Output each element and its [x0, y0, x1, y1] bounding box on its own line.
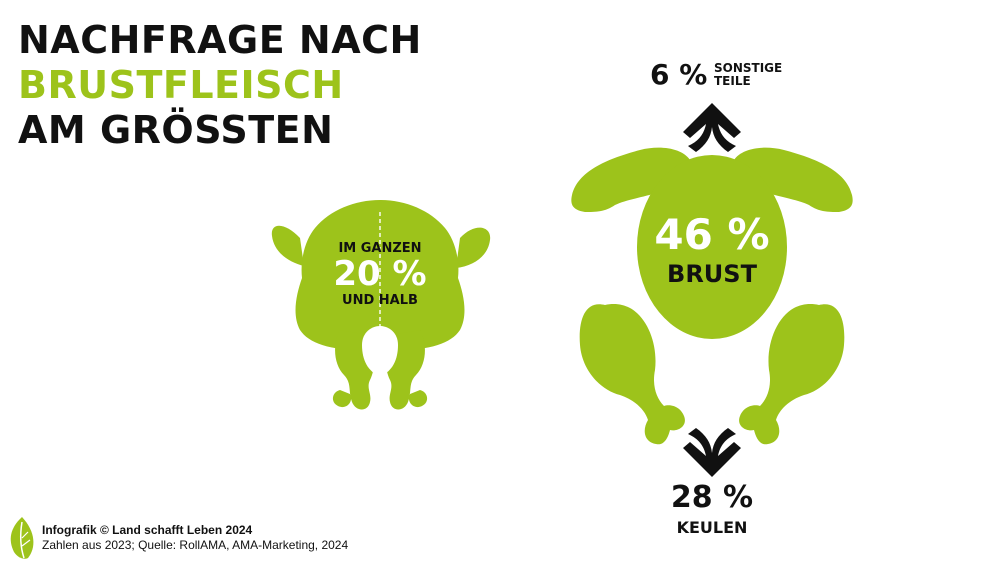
headline-line3: AM GRÖSSTEN: [18, 108, 334, 152]
drumstick-icon: [579, 304, 685, 445]
whole-label-top: IM GANZEN: [338, 241, 422, 256]
other-percent: 6 %: [650, 58, 708, 91]
chicken-wing-icon: [732, 147, 853, 212]
headline-line1: NACHFRAGE NACH: [18, 18, 422, 62]
chicken-breast-icon: [637, 155, 787, 339]
other-label-line1: SONSTIGE: [714, 61, 783, 75]
breast-percent: 46 %: [654, 210, 770, 259]
legs-label: KEULEN: [676, 518, 748, 537]
other-label: SONSTIGE TEILE: [714, 62, 804, 88]
other-label-line2: TEILE: [714, 74, 751, 88]
whole-percent: 20 %: [333, 254, 427, 294]
headline: NACHFRAGE NACH BRUSTFLEISCH AM GRÖSSTEN: [18, 18, 422, 153]
breast-label: BRUST: [667, 260, 757, 288]
footer-credit: Infografik © Land schafft Leben 2024: [42, 523, 253, 537]
chicken-wing-icon: [571, 147, 692, 212]
whole-label-bottom: UND HALB: [342, 293, 418, 308]
legs-percent: 28 %: [670, 480, 754, 515]
down-arrow-icon: [683, 428, 741, 477]
up-arrow-icon: [683, 103, 741, 152]
footer-source: Zahlen aus 2023; Quelle: RollAMA, AMA-Ma…: [42, 538, 349, 552]
leaf-logo-icon: [10, 517, 34, 559]
drumstick-icon: [739, 304, 845, 445]
headline-line2: BRUSTFLEISCH: [18, 63, 344, 107]
